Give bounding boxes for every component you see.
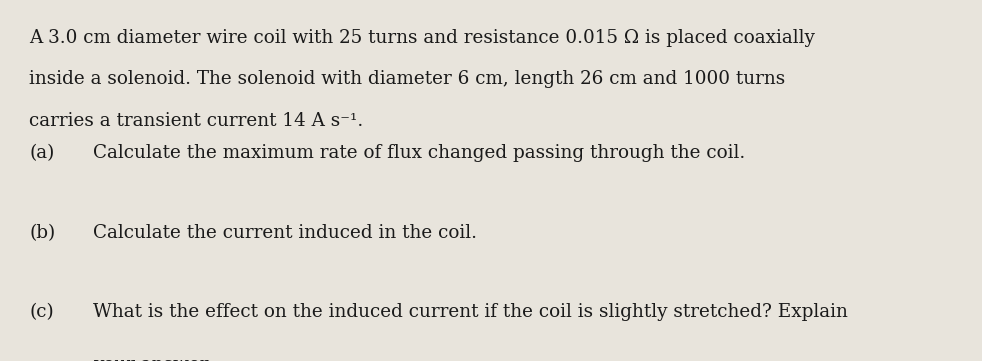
Text: A 3.0 cm diameter wire coil with 25 turns and resistance 0.015 Ω is placed coaxi: A 3.0 cm diameter wire coil with 25 turn…: [29, 29, 815, 47]
Text: carries a transient current 14 A s⁻¹.: carries a transient current 14 A s⁻¹.: [29, 112, 363, 130]
Text: inside a solenoid. The solenoid with diameter 6 cm, length 26 cm and 1000 turns: inside a solenoid. The solenoid with dia…: [29, 70, 786, 88]
Text: Calculate the maximum rate of flux changed passing through the coil.: Calculate the maximum rate of flux chang…: [93, 144, 745, 162]
Text: (c): (c): [29, 303, 54, 321]
Text: your answer.: your answer.: [93, 356, 213, 361]
Text: (b): (b): [29, 224, 56, 242]
Text: Calculate the current induced in the coil.: Calculate the current induced in the coi…: [93, 224, 477, 242]
Text: (a): (a): [29, 144, 55, 162]
Text: What is the effect on the induced current if the coil is slightly stretched? Exp: What is the effect on the induced curren…: [93, 303, 848, 321]
